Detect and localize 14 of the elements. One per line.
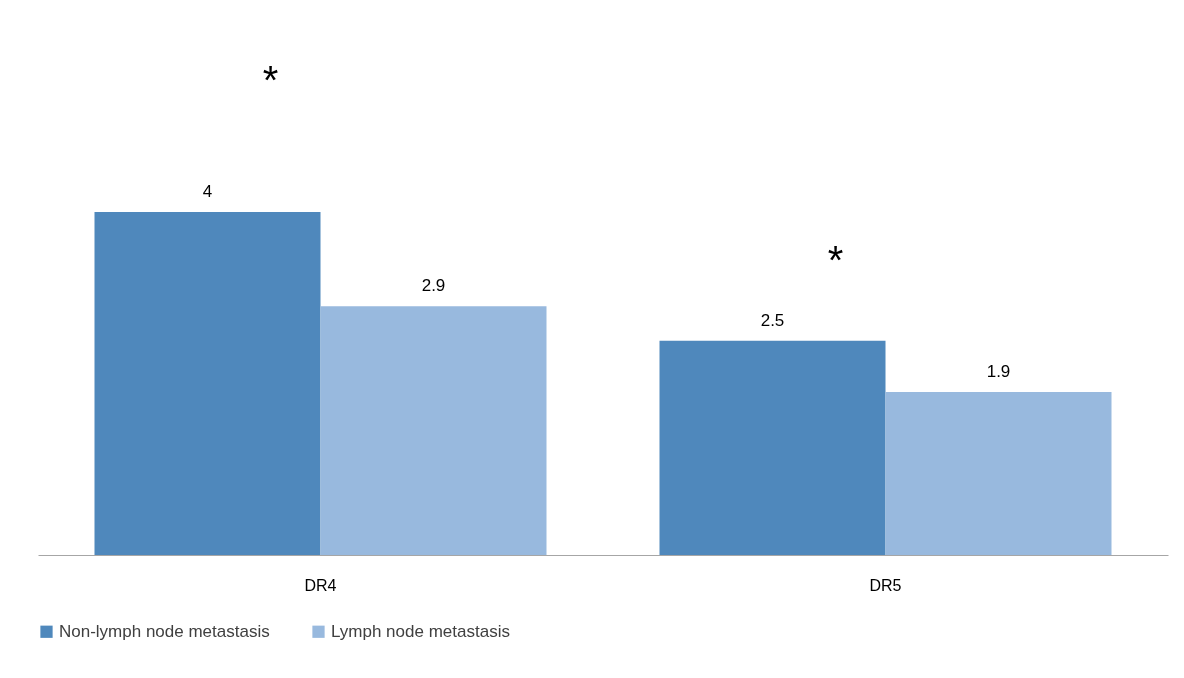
data-label: 1.9: [986, 362, 1011, 382]
text: *: [262, 58, 279, 102]
x-tick-label: DR5: [869, 576, 902, 594]
data-label: 2.9: [421, 276, 446, 296]
bar: [885, 392, 1112, 555]
legend-label: Lymph node metastasis: [331, 621, 510, 641]
data-label: 2.5: [760, 310, 785, 330]
legend-label: Non-lymph node metastasis: [59, 621, 270, 641]
annotation: *: [827, 238, 844, 282]
bar: [659, 340, 886, 555]
x-tick-label: DR4: [304, 576, 337, 594]
bar: [94, 212, 321, 555]
bar: [320, 306, 547, 555]
data-label: 4: [202, 182, 213, 201]
